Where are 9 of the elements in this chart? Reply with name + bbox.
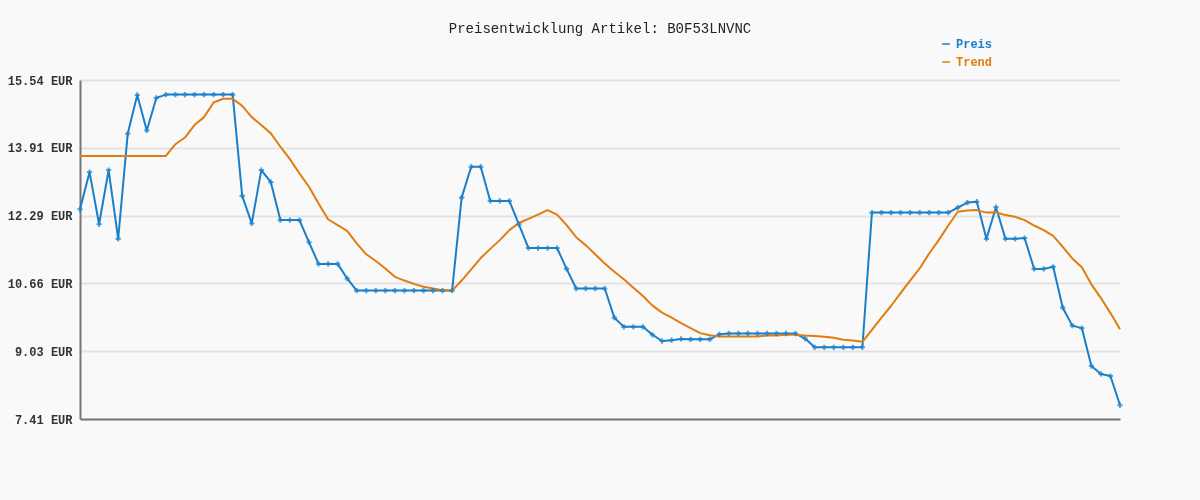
chart-title: Preisentwicklung Artikel: B0F53LNVNC [448, 21, 752, 37]
y-tick-label: 9.03 EUR [14, 345, 74, 360]
y-tick-label: 10.66 EUR [7, 277, 74, 292]
y-tick-label: 13.91 EUR [7, 142, 74, 157]
legend-label: Preis [956, 38, 993, 52]
legend-label: Trend [956, 56, 993, 70]
y-tick-label: 15.54 EUR [7, 74, 74, 89]
y-tick-label: 12.29 EUR [7, 210, 74, 225]
y-tick-label: 7.41 EUR [14, 413, 74, 428]
